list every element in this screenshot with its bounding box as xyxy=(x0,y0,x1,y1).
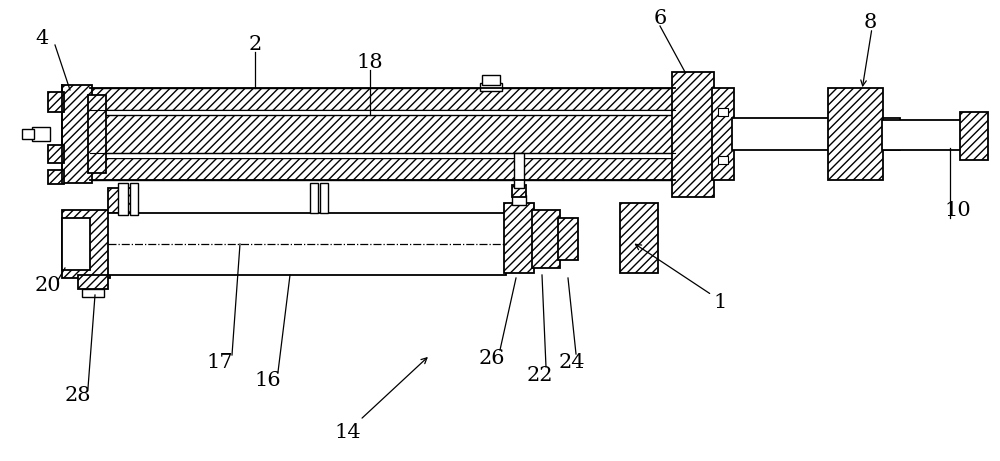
Bar xyxy=(514,153,524,188)
Bar xyxy=(22,129,34,139)
Text: 14: 14 xyxy=(335,422,361,442)
Bar xyxy=(320,183,328,213)
Bar xyxy=(48,145,64,163)
Bar xyxy=(82,289,104,297)
Text: 26: 26 xyxy=(479,349,505,367)
Bar xyxy=(62,218,90,270)
Bar xyxy=(512,185,526,197)
Bar xyxy=(48,92,64,112)
Bar xyxy=(558,218,578,260)
Bar xyxy=(882,120,970,150)
Bar xyxy=(960,112,988,160)
Bar xyxy=(90,88,675,110)
Bar xyxy=(512,195,526,205)
Text: 8: 8 xyxy=(863,12,877,31)
Text: 22: 22 xyxy=(527,366,553,384)
Bar xyxy=(718,108,728,116)
Bar xyxy=(732,118,900,150)
Text: 17: 17 xyxy=(207,353,233,372)
Text: 20: 20 xyxy=(35,276,61,295)
Bar xyxy=(828,88,883,180)
Bar xyxy=(108,188,133,213)
Text: 4: 4 xyxy=(35,29,49,47)
Bar xyxy=(532,210,560,268)
Text: 16: 16 xyxy=(255,371,281,390)
Bar xyxy=(672,72,714,197)
Text: 6: 6 xyxy=(653,8,667,28)
Bar xyxy=(480,83,502,91)
Text: 28: 28 xyxy=(65,385,91,404)
Bar xyxy=(504,203,534,273)
Text: 2: 2 xyxy=(248,35,262,54)
Bar xyxy=(90,115,675,153)
Bar xyxy=(620,203,658,273)
Bar xyxy=(482,75,500,85)
Bar xyxy=(62,210,110,278)
Bar xyxy=(118,183,128,215)
Text: 1: 1 xyxy=(713,292,727,312)
Bar xyxy=(48,170,64,184)
Bar xyxy=(62,85,92,183)
Bar xyxy=(88,95,106,173)
Text: 24: 24 xyxy=(559,353,585,372)
Bar xyxy=(310,183,318,213)
Text: 18: 18 xyxy=(357,53,383,71)
Bar xyxy=(712,88,734,180)
Text: 10: 10 xyxy=(945,201,971,219)
Bar xyxy=(130,183,138,215)
Bar xyxy=(108,213,506,275)
Bar xyxy=(78,275,108,289)
Bar xyxy=(90,158,675,180)
Bar xyxy=(90,110,675,158)
Bar xyxy=(718,156,728,164)
Bar xyxy=(32,127,50,141)
